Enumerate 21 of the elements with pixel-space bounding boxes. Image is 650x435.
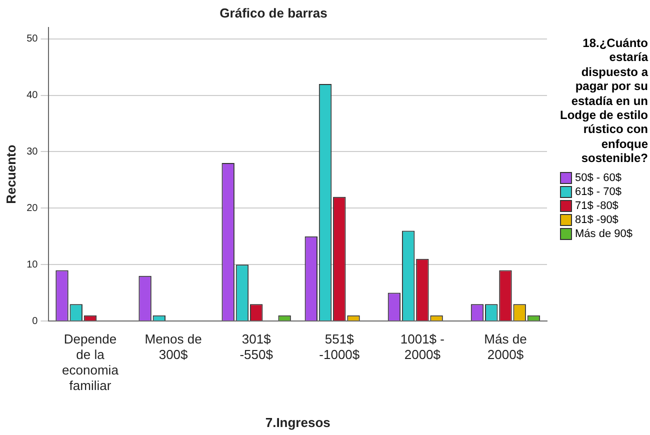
- x-tick-label: 551$ -1000$: [319, 331, 360, 362]
- chart-title: Gráfico de barras: [220, 5, 328, 20]
- x-tick-label: Más de 2000$: [484, 331, 527, 362]
- legend-label: 71$ -80$: [575, 200, 618, 212]
- x-tick-label: Menos de 300$: [144, 331, 202, 362]
- y-tick-label: 0: [32, 316, 38, 327]
- y-tick-label: 10: [26, 259, 38, 270]
- legend-label: 50$ - 60$: [575, 172, 622, 184]
- legend-label: 81$ -90$: [575, 214, 618, 226]
- y-axis-title: Recuento: [3, 144, 18, 204]
- x-tick-label: Depende de la economia familiar: [62, 331, 120, 394]
- y-tick-label: 20: [26, 202, 38, 214]
- x-axis-title: 7.Ingresos: [265, 414, 330, 430]
- x-tick-label: 1001$ - 2000$: [400, 331, 444, 362]
- legend-label: Más de 90$: [575, 228, 632, 240]
- y-tick-label: 50: [26, 34, 38, 45]
- y-tick-label: 40: [26, 90, 38, 102]
- y-tick-label: 30: [26, 146, 38, 158]
- x-tick-label: 301$ -550$: [240, 331, 274, 362]
- legend-label: 61$ - 70$: [575, 186, 622, 198]
- text: 18.¿Cuánto estaría dispuesto a pagar por su estadía en un Lodge de estilo rústico con enfoque sostenible?: [560, 36, 648, 166]
